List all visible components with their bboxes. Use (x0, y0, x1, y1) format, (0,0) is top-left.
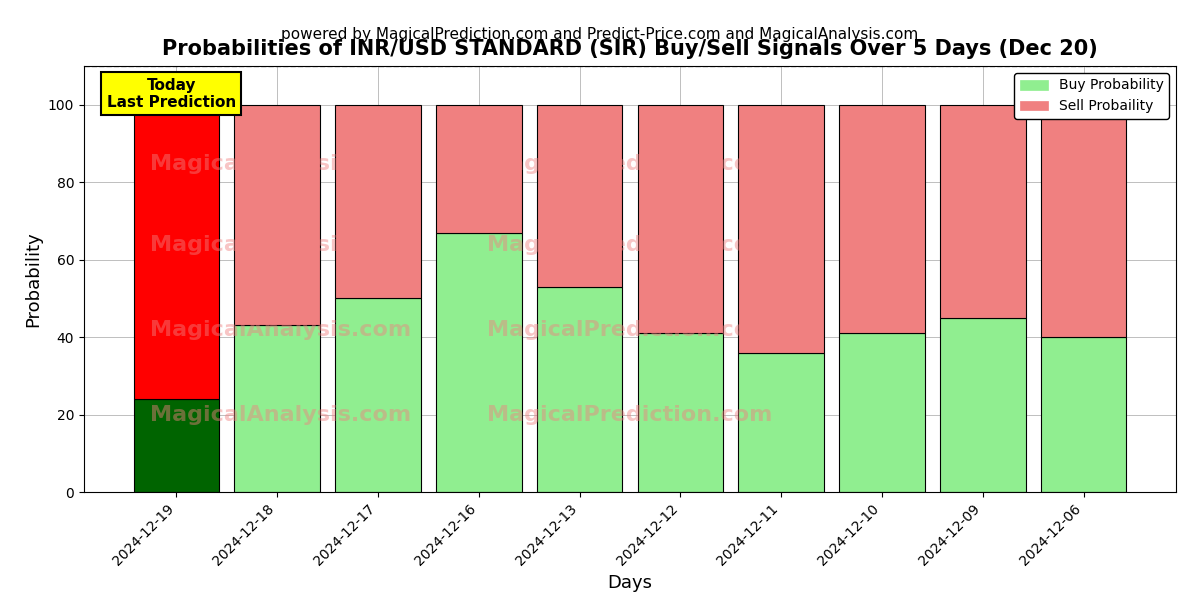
Bar (133, 105, 220, 399)
Bar (436, 233, 522, 492)
Title: Probabilities of INR/USD STANDARD (SIR) Buy/Sell Signals Over 5 Days (Dec 20): Probabilities of INR/USD STANDARD (SIR) … (162, 39, 1098, 59)
Bar (637, 105, 724, 333)
Bar (335, 105, 421, 298)
Bar (536, 105, 623, 287)
Bar (234, 325, 320, 492)
Legend: Buy Probability, Sell Probaility: Buy Probability, Sell Probaility (1014, 73, 1169, 119)
Bar (738, 105, 824, 353)
Text: MagicalPrediction.com: MagicalPrediction.com (487, 154, 773, 174)
Bar (839, 333, 925, 492)
Y-axis label: Probability: Probability (24, 231, 42, 327)
Text: MagicalAnalysis.com: MagicalAnalysis.com (150, 235, 412, 255)
Bar (738, 353, 824, 492)
Text: MagicalPrediction.com: MagicalPrediction.com (487, 406, 773, 425)
Bar (940, 105, 1026, 318)
Text: powered by MagicalPrediction.com and Predict-Price.com and MagicalAnalysis.com: powered by MagicalPrediction.com and Pre… (281, 27, 919, 42)
Text: MagicalPrediction.com: MagicalPrediction.com (487, 235, 773, 255)
Bar (839, 105, 925, 333)
Bar (637, 333, 724, 492)
Bar (940, 318, 1026, 492)
Bar (335, 298, 421, 492)
Text: MagicalAnalysis.com: MagicalAnalysis.com (150, 320, 412, 340)
Bar (133, 399, 220, 492)
Bar (436, 105, 522, 233)
Bar (1040, 105, 1127, 337)
Text: Today
Last Prediction: Today Last Prediction (107, 77, 236, 110)
Bar (536, 287, 623, 492)
Text: MagicalPrediction.com: MagicalPrediction.com (487, 320, 773, 340)
Text: MagicalAnalysis.com: MagicalAnalysis.com (150, 406, 412, 425)
Bar (1040, 337, 1127, 492)
Text: MagicalAnalysis.com: MagicalAnalysis.com (150, 154, 412, 174)
Bar (234, 105, 320, 325)
X-axis label: Days: Days (607, 574, 653, 592)
